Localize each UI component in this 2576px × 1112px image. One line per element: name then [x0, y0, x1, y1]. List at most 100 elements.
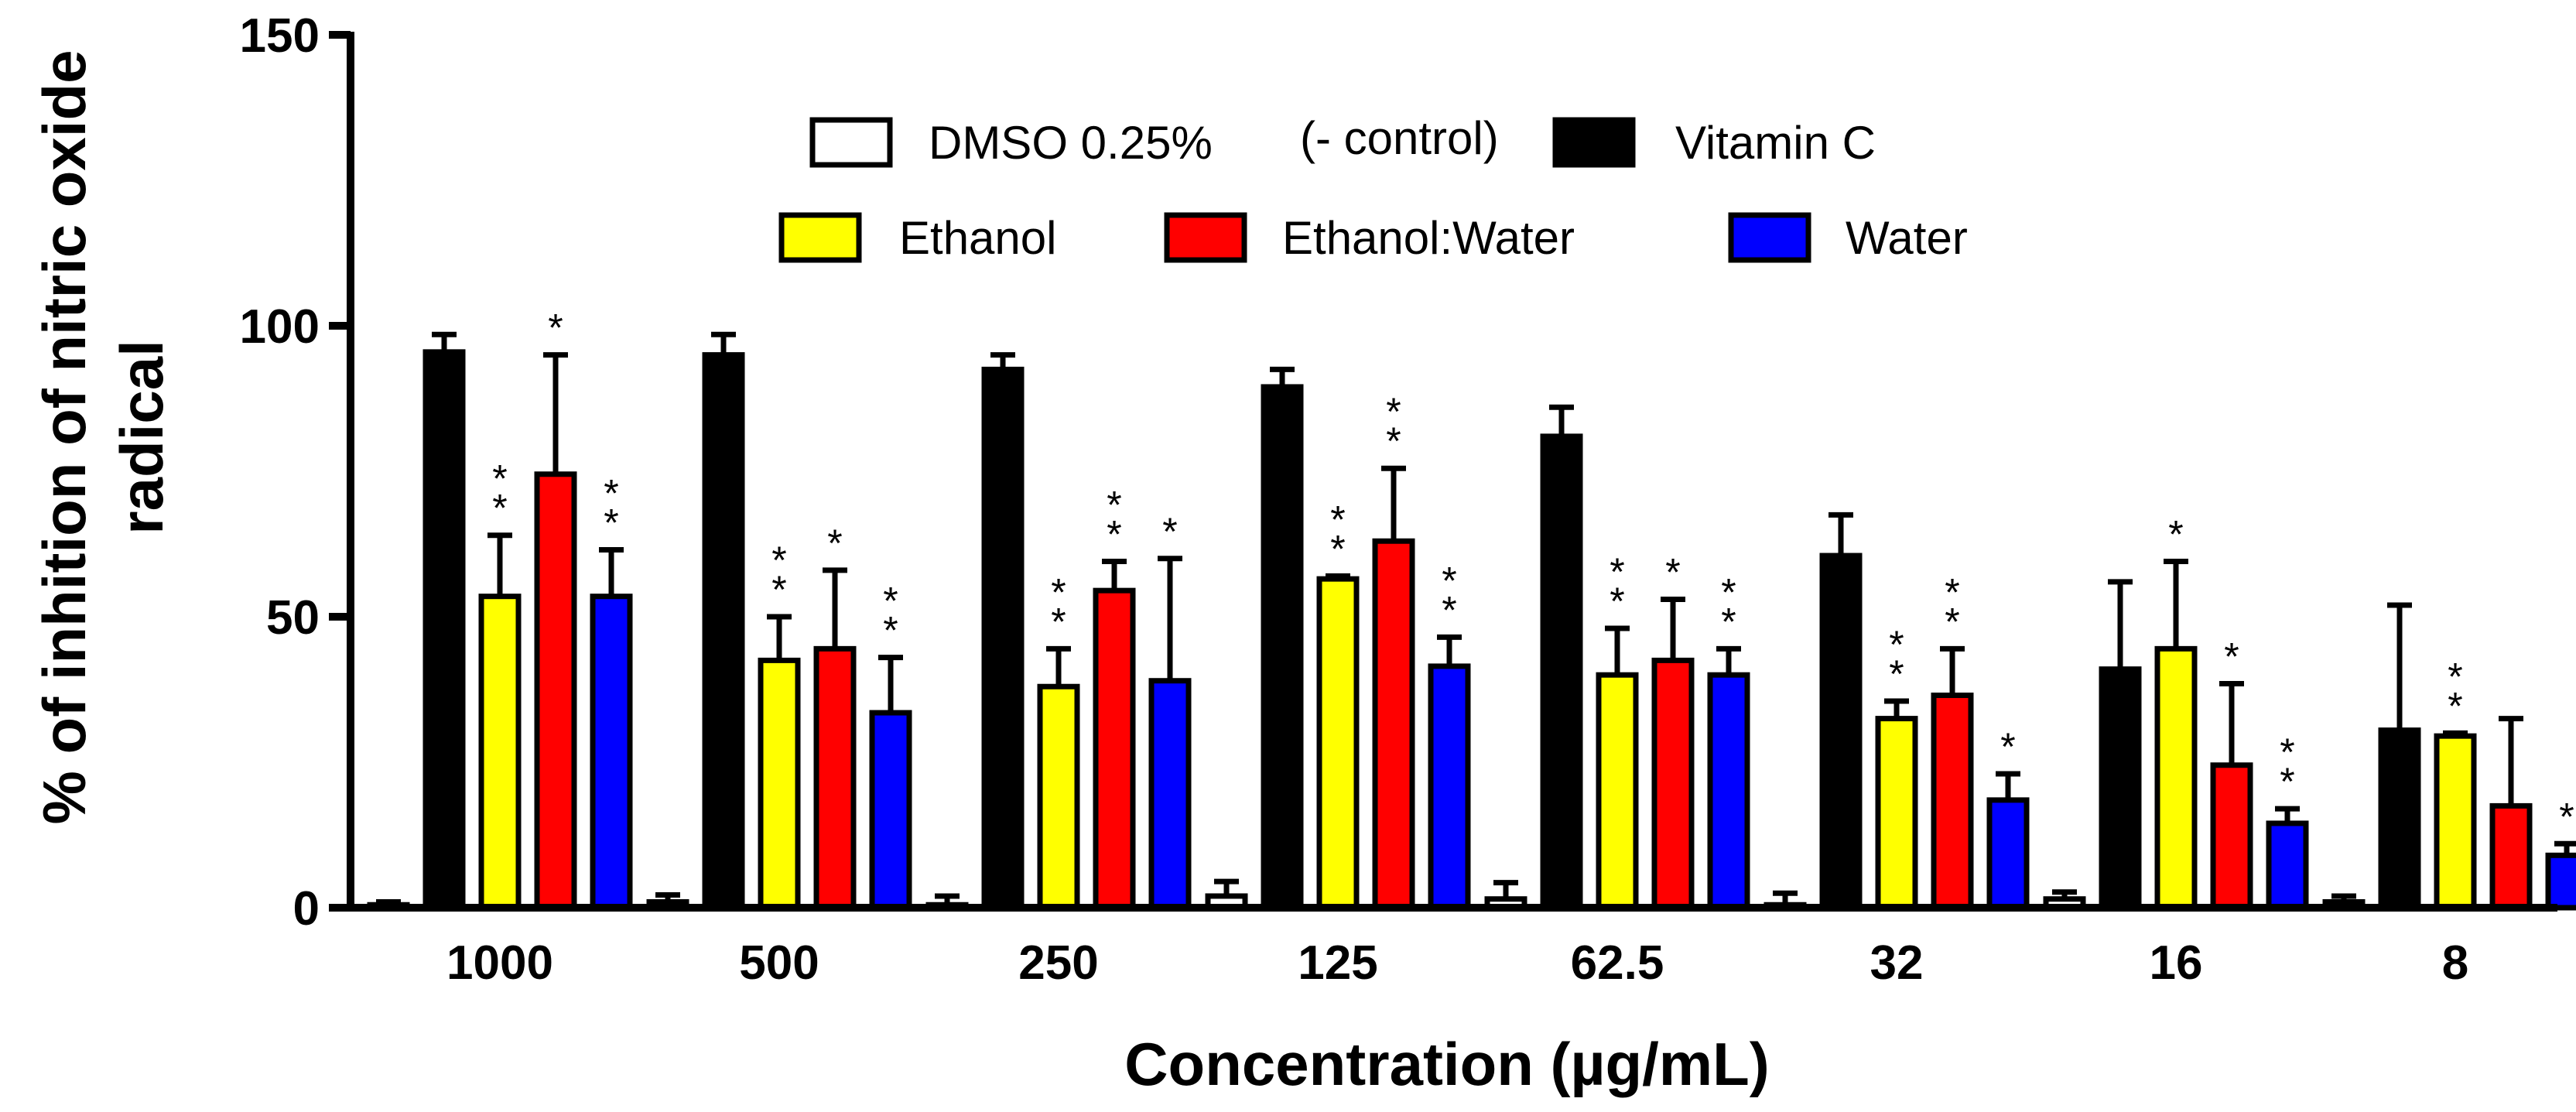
bar — [1986, 797, 2030, 911]
x-axis-title: Concentration (µg/mL) — [1124, 1030, 1770, 1098]
legend-swatch — [1552, 117, 1636, 168]
bar — [758, 657, 801, 911]
significance-label: * — [1442, 588, 1456, 631]
bar — [2378, 727, 2421, 911]
bar — [1707, 672, 1750, 911]
significance-label: * — [1889, 623, 1904, 666]
legend-item: Water — [1728, 212, 1968, 264]
significance-label: * — [1162, 510, 1177, 553]
bar — [1428, 663, 1471, 911]
significance-label: * — [2448, 655, 2462, 698]
legend-swatch — [809, 117, 893, 168]
significance-label: * — [604, 501, 618, 545]
significance-label: * — [883, 580, 898, 623]
significance-label: * — [771, 568, 786, 611]
x-tick-label: 62.5 — [1571, 936, 1664, 990]
significance-label: * — [1721, 600, 1736, 643]
bar — [1316, 576, 1360, 911]
y-axis-title-line-1: % of inhition of nitric oxide — [30, 50, 98, 825]
significance-label: * — [771, 539, 786, 582]
significance-label: * — [1386, 419, 1401, 463]
significance-label: * — [1945, 600, 1959, 643]
significance-label: * — [883, 609, 898, 652]
significance-label: * — [827, 522, 842, 565]
legend-label: DMSO 0.25% — [929, 117, 1213, 169]
significance-label: * — [2280, 730, 2294, 774]
bar — [1148, 678, 1192, 911]
bars-layer: ******* *** ***** ****** ** *************** — [367, 306, 2576, 911]
significance-label: * — [492, 457, 507, 501]
x-tick-label: 1000 — [446, 936, 553, 990]
significance-label: * — [1665, 550, 1680, 594]
legend-label: Ethanol — [899, 212, 1057, 264]
bar — [813, 645, 857, 911]
y-tick-label: 100 — [240, 300, 320, 354]
significance-label: * — [1107, 484, 1121, 527]
significance-label: * — [604, 472, 618, 515]
x-tick-label: 16 — [2150, 936, 2203, 990]
significance-label: * — [1330, 498, 1345, 541]
significance-label: * — [1721, 570, 1736, 614]
y-tick-label: 0 — [293, 882, 320, 936]
significance-label: * — [1330, 527, 1345, 570]
bar — [1093, 587, 1136, 911]
legend-item: Ethanol:Water — [1164, 212, 1575, 264]
bar — [590, 594, 633, 911]
y-axis-title-line-2: radical — [108, 340, 176, 534]
legend-swatch — [1728, 212, 1811, 263]
bar — [1651, 657, 1695, 911]
significance-label: * — [2168, 513, 2183, 556]
bar — [1037, 683, 1080, 911]
significance-label: * — [2448, 684, 2462, 727]
significance-label: * — [1051, 570, 1066, 614]
legend-label: Water — [1846, 212, 1968, 264]
x-tick-label: 8 — [2442, 936, 2468, 990]
bar — [2434, 733, 2477, 911]
bar — [1819, 553, 1863, 911]
legend-swatch — [1164, 212, 1247, 263]
y-axis-title: % of inhition of nitric oxide radical — [30, 50, 176, 825]
legend: DMSO 0.25% (- control) Vitamin C Ethanol Eth… — [778, 112, 1968, 264]
y-tick-label: 150 — [240, 9, 320, 63]
x-tick-label: 250 — [1018, 936, 1098, 990]
bar — [2545, 852, 2576, 911]
legend-label: Ethanol:Water — [1282, 212, 1575, 264]
bar — [1261, 384, 1304, 911]
significance-label: * — [548, 306, 563, 350]
significance-label: * — [1889, 652, 1904, 696]
significance-label: * — [2224, 635, 2239, 678]
legend-item: Ethanol — [778, 212, 1057, 264]
significance-label: * — [492, 487, 507, 530]
significance-label: * — [1386, 390, 1401, 433]
bar — [981, 366, 1025, 911]
legend-swatch — [778, 212, 862, 263]
bar — [2099, 666, 2142, 911]
bar — [1875, 716, 1918, 911]
bar — [2210, 762, 2253, 911]
significance-label: * — [1610, 550, 1624, 594]
bar — [422, 349, 466, 911]
axes-layer: 1000 500 250 125 62.5 32 16 8 0 50 100 150 — [240, 9, 2557, 990]
x-tick-label: 32 — [1870, 936, 1924, 990]
legend-item: DMSO 0.25% (- control) — [809, 112, 1499, 169]
y-tick-label: 50 — [266, 591, 320, 645]
bar — [869, 710, 912, 911]
significance-label: * — [2000, 725, 2015, 768]
legend-item: Vitamin C — [1552, 117, 1876, 169]
significance-label: * — [1945, 570, 1959, 614]
significance-label: * — [1442, 559, 1456, 602]
legend-label: Vitamin C — [1675, 117, 1876, 169]
significance-label: * — [1107, 513, 1121, 556]
bar — [1931, 693, 1974, 911]
bar — [534, 471, 577, 911]
bar — [2154, 645, 2198, 911]
bar — [1540, 433, 1583, 911]
bar — [702, 352, 745, 911]
bar — [1372, 538, 1415, 911]
significance-label: * — [2280, 760, 2294, 803]
bar — [2489, 802, 2533, 911]
significance-label: * — [1610, 580, 1624, 623]
bar — [2266, 820, 2309, 911]
x-tick-label: 125 — [1298, 936, 1377, 990]
legend-note: (- control) — [1300, 112, 1499, 164]
